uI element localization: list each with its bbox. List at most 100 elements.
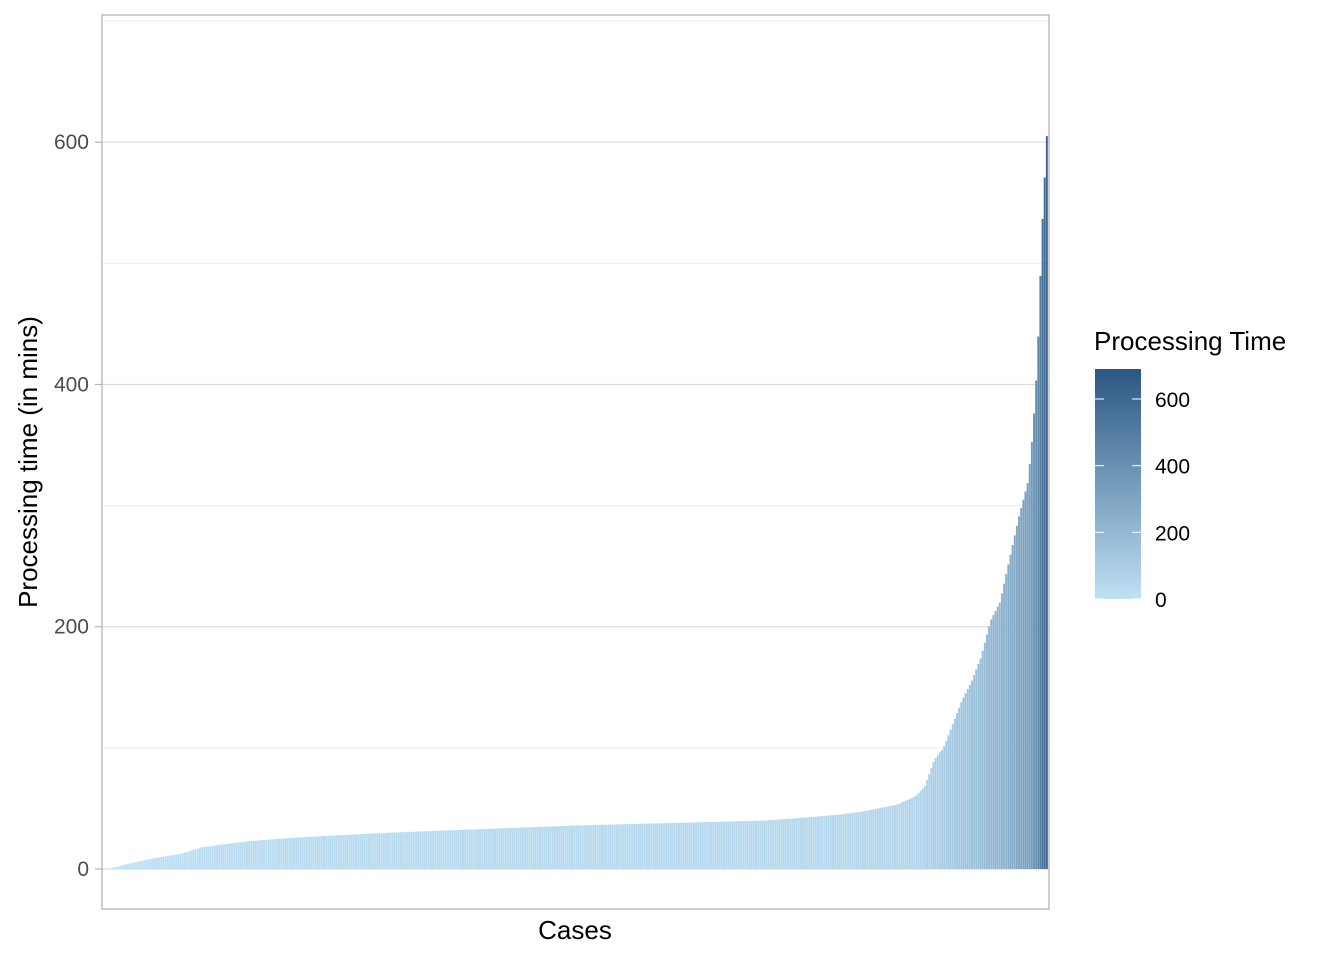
bar (981, 650, 984, 870)
bar (900, 802, 903, 870)
bar (581, 825, 584, 870)
bar (515, 827, 518, 870)
bar (748, 820, 751, 870)
bar (592, 825, 595, 870)
bar (812, 816, 815, 870)
bar (607, 824, 610, 870)
bar (697, 822, 700, 870)
bar (1000, 593, 1003, 870)
bar (953, 718, 956, 870)
bar (337, 835, 340, 870)
bar (451, 830, 454, 870)
bar (196, 848, 199, 870)
bar (838, 814, 841, 870)
bar (207, 846, 210, 870)
bar (489, 828, 492, 870)
bar (271, 839, 274, 870)
bar (109, 868, 112, 870)
bar (667, 823, 670, 870)
legend-tick-label: 400 (1155, 456, 1190, 479)
bar (720, 821, 723, 870)
legend-tick-label: 600 (1155, 389, 1190, 412)
bar (707, 822, 710, 870)
bar (192, 849, 195, 870)
bar (821, 816, 824, 870)
bar (949, 729, 952, 870)
bar (861, 811, 864, 870)
bar (797, 817, 800, 870)
bar (923, 786, 926, 870)
bar (613, 824, 616, 870)
bar (562, 825, 565, 870)
bar (829, 815, 832, 870)
bar (166, 855, 169, 870)
bar (380, 833, 383, 870)
bar (872, 809, 875, 870)
bar (252, 840, 255, 870)
bar (558, 826, 561, 870)
bar (288, 837, 291, 870)
bar (1028, 464, 1031, 870)
bar (806, 817, 809, 870)
bar (267, 839, 270, 870)
bar (947, 735, 950, 870)
bar (695, 822, 698, 870)
bar (804, 817, 807, 870)
bar (983, 642, 986, 870)
bar (663, 823, 666, 870)
bar (263, 839, 266, 870)
bar (224, 844, 227, 870)
bar (586, 825, 589, 870)
bar (312, 836, 315, 870)
bar (891, 805, 894, 870)
bar (906, 799, 909, 870)
bar (712, 821, 715, 870)
bar (265, 839, 268, 870)
bar (658, 823, 661, 870)
bar (915, 795, 918, 870)
bar (278, 838, 281, 870)
bar (975, 669, 978, 870)
bar (509, 828, 512, 870)
bar (385, 832, 387, 870)
bar (374, 833, 377, 870)
bar (551, 826, 554, 870)
bar (293, 837, 296, 870)
bar (834, 814, 837, 870)
bar (188, 851, 191, 870)
bar (994, 611, 997, 870)
bar (427, 831, 430, 870)
bar (243, 841, 246, 870)
bar (457, 830, 460, 870)
bar (115, 866, 118, 870)
bar (780, 819, 783, 870)
bar (1037, 336, 1040, 870)
bar (462, 829, 464, 870)
bar (254, 840, 257, 870)
bar (479, 829, 482, 870)
bar (992, 615, 995, 870)
bar (643, 823, 646, 870)
bar (911, 797, 914, 870)
bar (459, 829, 462, 870)
bar (684, 822, 687, 870)
bar (355, 834, 358, 870)
bar (468, 829, 471, 870)
bar (675, 822, 678, 870)
bar (502, 828, 505, 870)
bar (235, 842, 238, 870)
bar (566, 825, 569, 870)
bar (147, 859, 150, 870)
bar (678, 822, 680, 870)
bar (641, 823, 644, 870)
bar (447, 830, 450, 870)
bar (406, 831, 409, 870)
bar (425, 831, 428, 870)
bar (186, 851, 189, 870)
bar (126, 864, 129, 870)
bar (633, 823, 636, 870)
bar (151, 858, 154, 870)
bar (571, 825, 574, 870)
y-axis-title: Processing time (in mins) (13, 316, 43, 608)
bar (609, 824, 612, 870)
